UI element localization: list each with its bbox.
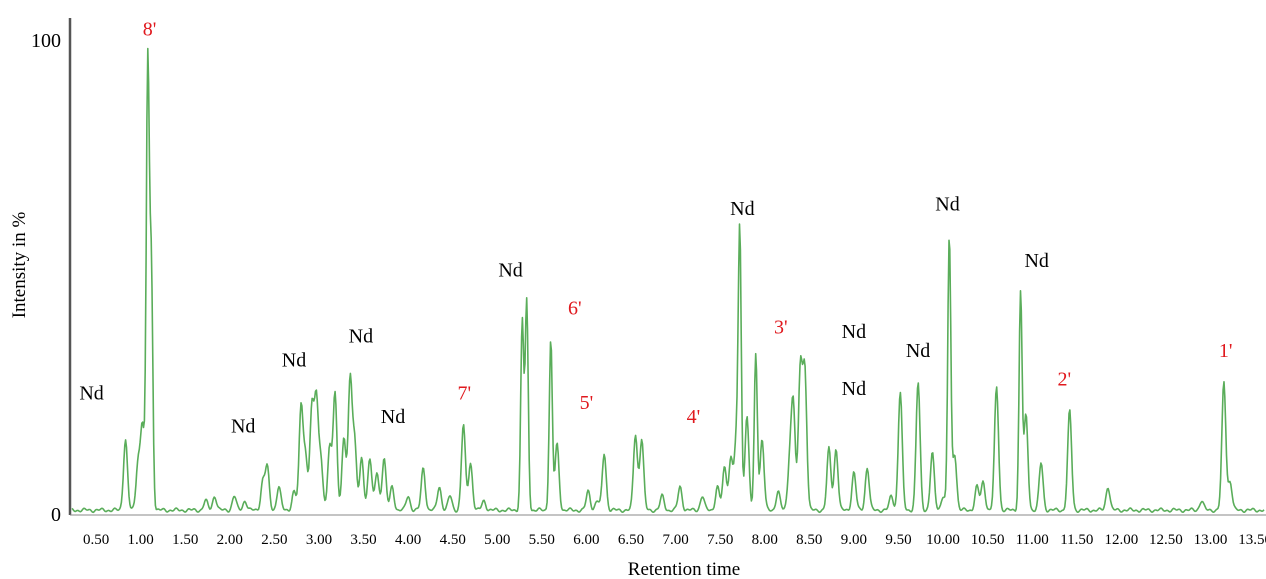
x-tick-label: 5.50 xyxy=(529,532,555,548)
x-tick-label: 6.50 xyxy=(618,532,644,548)
x-tick-label: 8.00 xyxy=(752,532,778,548)
peak-annotation: Nd xyxy=(842,378,866,400)
peak-annotation: 2' xyxy=(1057,368,1071,390)
x-axis-title: Retention time xyxy=(628,559,740,579)
peak-annotation: Nd xyxy=(79,383,103,405)
peak-annotation: Nd xyxy=(349,326,373,348)
x-tick-label: 6.00 xyxy=(573,532,599,548)
peak-annotation: Nd xyxy=(935,193,959,215)
x-tick-label: 2.00 xyxy=(217,532,243,548)
x-tick-label: 2.50 xyxy=(261,532,287,548)
peak-annotation: Nd xyxy=(1024,250,1048,272)
x-tick-label: 9.00 xyxy=(841,532,867,548)
x-tick-label: 0.50 xyxy=(83,532,109,548)
chromatogram-trace xyxy=(71,47,1265,514)
x-tick-label: 7.50 xyxy=(707,532,733,548)
peak-annotation: 6' xyxy=(568,297,582,319)
x-tick-label: 11.00 xyxy=(1016,532,1049,548)
peak-annotation: 4' xyxy=(687,406,701,428)
peak-annotation: Nd xyxy=(842,321,866,343)
peak-annotation: 8' xyxy=(143,18,157,40)
peak-annotation: Nd xyxy=(498,260,522,282)
x-tick-label: 3.50 xyxy=(350,532,376,548)
y-tick-label-100: 100 xyxy=(31,30,61,52)
peak-annotation: 3' xyxy=(774,316,788,338)
x-tick-label: 13.00 xyxy=(1194,532,1228,548)
x-tick-label: 12.00 xyxy=(1105,532,1139,548)
x-tick-label: 3.00 xyxy=(306,532,332,548)
peak-annotation: Nd xyxy=(381,406,405,428)
x-tick-label: 10.50 xyxy=(971,532,1005,548)
peak-annotation: 5' xyxy=(580,392,594,414)
peak-annotation: Nd xyxy=(730,198,754,220)
x-tick-label: 5.00 xyxy=(484,532,510,548)
x-tick-label: 9.50 xyxy=(885,532,911,548)
peak-annotation: Nd xyxy=(282,349,306,371)
peak-annotation: Nd xyxy=(906,340,930,362)
x-tick-label: 13.50 xyxy=(1238,532,1266,548)
y-tick-label-0: 0 xyxy=(51,504,61,526)
x-tick-label: 1.50 xyxy=(172,532,198,548)
x-tick-label: 7.00 xyxy=(662,532,688,548)
x-tick-label: 1.00 xyxy=(127,532,153,548)
x-tick-label: 11.50 xyxy=(1060,532,1093,548)
peak-annotation: Nd xyxy=(231,416,255,438)
x-tick-label: 4.00 xyxy=(395,532,421,548)
x-tick-label: 8.50 xyxy=(796,532,822,548)
x-tick-label: 12.50 xyxy=(1149,532,1183,548)
plot-area xyxy=(68,18,1266,516)
y-axis-title: Intensity in % xyxy=(9,212,30,319)
x-axis-ticks: 0.50 1.00 1.50 2.00 2.50 3.00 3.50 4.00 4.50 5.00… xyxy=(83,532,1266,548)
peak-annotation: 7' xyxy=(457,383,471,405)
peak-annotation: 1' xyxy=(1219,340,1233,362)
x-tick-label: 10.00 xyxy=(926,532,960,548)
peak-annotations: 8' Nd Nd Nd Nd Nd 7' Nd 6' 5' 4' Nd 3' Nd Nd Nd Nd Nd 2' 1' xyxy=(79,18,1232,437)
x-tick-label: 4.50 xyxy=(440,532,466,548)
y-axis-ticks: 0 100 xyxy=(31,30,61,526)
